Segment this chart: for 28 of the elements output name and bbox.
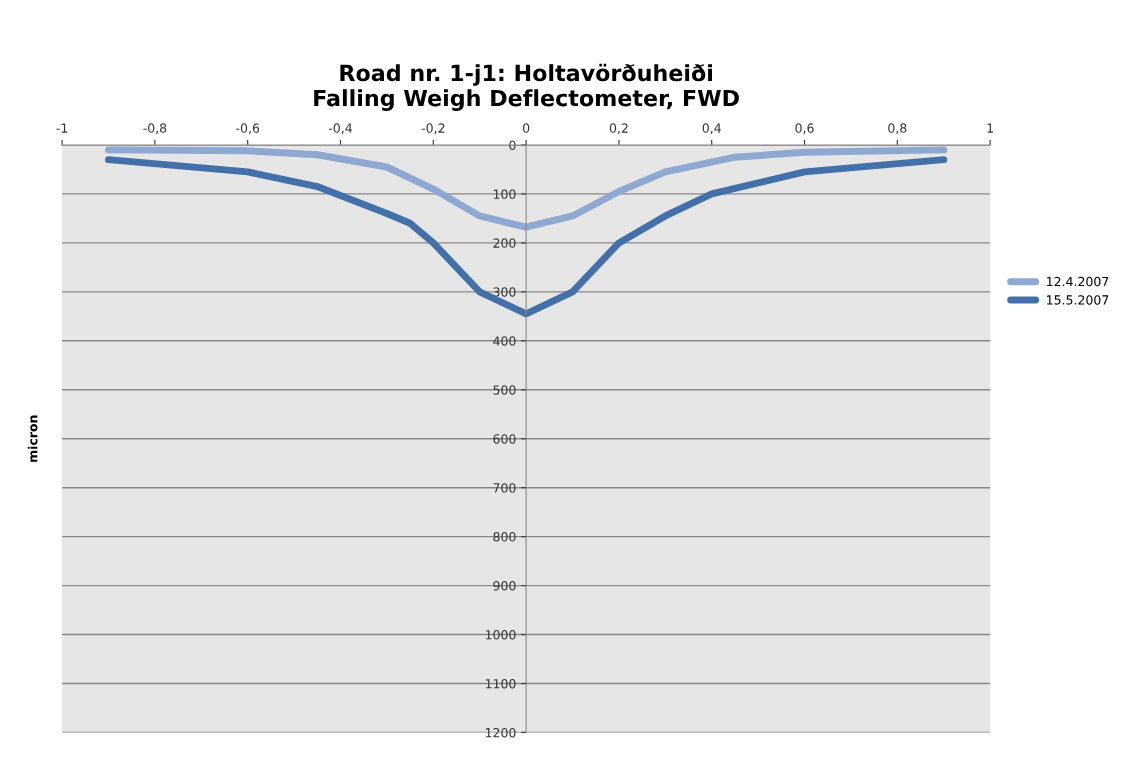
y-tick-label: 800 [493,532,516,542]
y-tick-label: 200 [493,238,516,248]
x-tick-label: -1 [56,123,68,133]
y-tick-label: 500 [493,385,516,395]
x-tick-label: -0,4 [328,123,352,135]
x-tick-label: 0,8 [888,123,907,135]
y-tick-label: 300 [493,287,516,297]
x-tick-label: 0 [522,123,530,133]
x-tick-label: 1 [987,123,993,133]
legend-label: 15.5.2007 [1047,295,1109,305]
y-tick-label: 0 [509,140,516,150]
x-tick-label: -0,2 [421,123,445,135]
chart-title: Road nr. 1-j1: Holtavörðuheiði Falling Weigh Deflectometer, FWD [314,63,739,111]
x-tick-label: -0,8 [143,123,167,135]
y-tick-label: 900 [493,581,516,591]
y-tick-label: 600 [493,434,516,444]
y-tick-label: 1000 [485,630,516,640]
y-tick-label: 400 [493,336,516,346]
x-tick-label: 0,4 [702,123,721,135]
x-tick-label: 0,2 [609,123,628,135]
y-tick-label: 1100 [485,678,516,689]
y-axis-title: micron [27,415,38,462]
x-tick-label: 0,6 [795,123,814,135]
x-tick-label: -0,6 [236,123,260,135]
y-tick-label: 100 [493,189,516,199]
y-tick-label: 1200 [485,727,516,738]
legend-label: 12.4.2007 [1047,276,1109,287]
y-tick-label: 700 [493,483,516,493]
